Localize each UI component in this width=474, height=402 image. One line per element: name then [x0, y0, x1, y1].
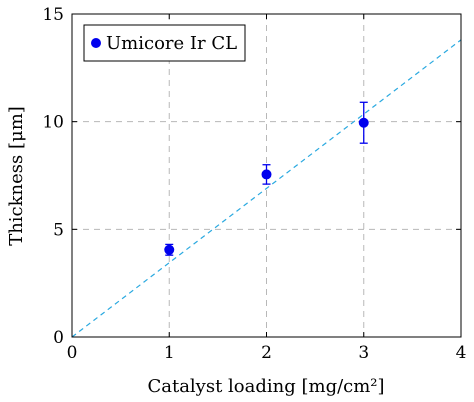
grid: [72, 14, 461, 337]
x-tick-label: 2: [261, 343, 272, 363]
y-tick-label: 5: [53, 220, 64, 240]
fit-line: [71, 39, 462, 338]
legend: Umicore Ir CL: [83, 24, 246, 62]
y-axis-label: Thickness [μm]: [6, 106, 27, 246]
data-point: [164, 244, 175, 255]
y-tick-label: 0: [53, 328, 64, 348]
x-tick-label: 4: [456, 343, 467, 363]
data-point: [261, 169, 272, 180]
y-tick-label: 10: [42, 113, 64, 133]
legend-entry: Umicore Ir CL: [106, 33, 237, 54]
x-axis-label: Catalyst loading [mg/cm²]: [147, 376, 384, 397]
fit-line-group: [71, 39, 462, 338]
data-marks: [164, 101, 369, 256]
data-point: [358, 117, 369, 128]
ticks: 0 1 2 3 4 0 5 10 15: [42, 5, 466, 363]
x-tick-label: 1: [164, 343, 175, 363]
y-tick-label: 15: [42, 5, 64, 25]
legend-box: [83, 24, 246, 62]
x-tick-label: 0: [67, 343, 78, 363]
legend-marker: [91, 38, 101, 48]
x-tick-label: 3: [358, 343, 369, 363]
